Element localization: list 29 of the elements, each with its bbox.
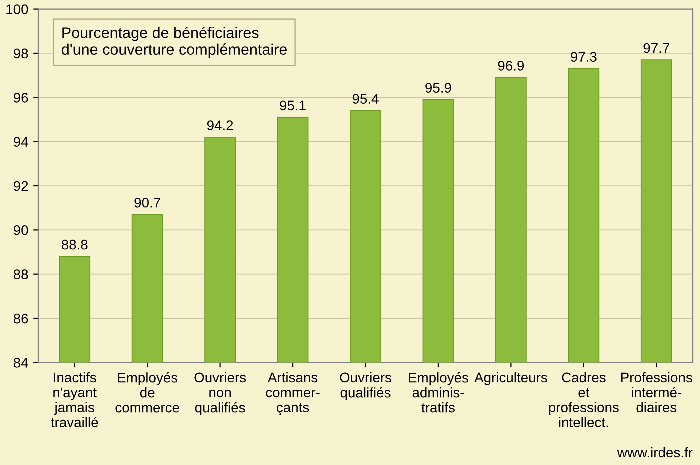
data-label: 96.9 xyxy=(498,61,524,71)
x-tick-label: Ouvriers non qualifiés xyxy=(194,372,246,416)
data-label: 88.8 xyxy=(62,240,88,250)
text: www.irdes.fr xyxy=(617,447,693,458)
x-tick-label: Cadres et professions intellect. xyxy=(549,372,619,428)
x-tick-label: Employés adminis- tratifs xyxy=(409,372,468,413)
x-tick-label: Ouvriers qualifiés xyxy=(340,372,392,401)
y-tick-label: 92 xyxy=(14,181,28,192)
y-tick-label: 94 xyxy=(14,137,28,147)
data-label: 95.9 xyxy=(426,83,452,93)
x-tick-label: Artisans commer- çants xyxy=(266,372,320,416)
y-tick-label: 96 xyxy=(14,92,28,103)
x-tick-label: Agriculteurs xyxy=(474,372,548,386)
text: Pourcentage de bénéficiaires d'une couverture complémentaire xyxy=(62,26,287,58)
data-label: 90.7 xyxy=(134,198,160,208)
data-label: 95.4 xyxy=(352,94,379,104)
y-tick-label: 84 xyxy=(14,358,28,368)
y-tick-label: 98 xyxy=(14,48,28,59)
data-label: 97.3 xyxy=(571,52,597,62)
y-tick-label: 88 xyxy=(14,270,28,280)
y-tick-label: 86 xyxy=(14,314,28,324)
x-tick-label: Inactifs n'ayant jamais travaillé xyxy=(51,372,98,428)
data-label: 97.7 xyxy=(644,43,670,54)
y-tick-label: 100 xyxy=(6,4,28,14)
x-tick-label: Employés de commerce xyxy=(116,372,180,413)
data-label: 94.2 xyxy=(207,120,234,130)
data-label: 95.1 xyxy=(280,100,306,111)
x-tick-label: Professions intermé- diaires xyxy=(622,372,692,413)
y-tick-label: 90 xyxy=(14,226,28,236)
